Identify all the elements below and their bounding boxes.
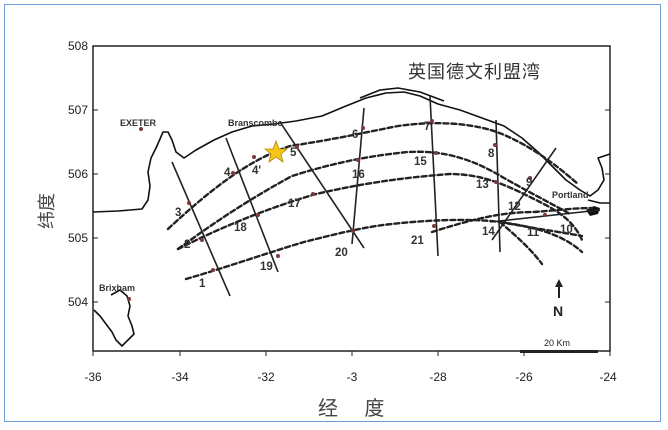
y-tick-label: 504	[67, 295, 88, 309]
line-label-16: 16	[352, 169, 365, 181]
line-label-14: 14	[482, 226, 495, 238]
scale-bar	[520, 350, 598, 353]
line-label-18: 18	[234, 222, 247, 234]
line-label-12: 12	[508, 201, 521, 213]
x-tick-label: -36	[84, 370, 102, 384]
north-arrow-icon	[555, 279, 563, 298]
line-label-2: 2	[184, 239, 190, 251]
line-label-4: 4	[224, 167, 231, 179]
y-tick-label: 506	[67, 167, 88, 181]
figure-frame	[4, 4, 661, 422]
line-label-8: 8	[488, 148, 495, 160]
line-label-7: 7	[424, 121, 430, 133]
survey-lines-dashed	[166, 122, 594, 281]
x-tick-label: -3	[346, 370, 358, 384]
survey-lines-solid	[171, 95, 601, 297]
town-branscombe: Branscombe	[228, 118, 283, 128]
x-axis-title: 经 度	[318, 396, 395, 420]
line-label-3: 3	[175, 207, 181, 219]
x-tick-label: -32	[257, 370, 275, 384]
map-title: 英国德文利盟湾	[408, 62, 541, 83]
scale-label: 20 Km	[544, 338, 570, 348]
x-tick-label: -24	[599, 370, 617, 384]
town-brixham: Brixham	[99, 283, 135, 293]
survey-line-labels: 1 2 3 4 4' 5 6 7 8 9 10 11 12 13 14 15 1…	[175, 121, 573, 290]
line-label-1: 1	[199, 278, 206, 290]
line-label-11: 11	[527, 227, 540, 239]
line-label-6: 6	[352, 129, 358, 141]
x-tick-label: -26	[515, 370, 533, 384]
line-label-21: 21	[411, 235, 424, 247]
town-exeter: EXETER	[120, 118, 157, 128]
line-label-15: 15	[414, 156, 427, 168]
y-axis-title: 纬度	[37, 193, 58, 229]
line-label-19: 19	[260, 261, 273, 273]
y-tick-label: 507	[67, 103, 88, 117]
axis-ticks	[92, 45, 611, 356]
coastline	[92, 87, 611, 347]
line-label-20: 20	[335, 247, 348, 259]
line-label-4-prime: 4'	[252, 165, 261, 177]
line-label-10: 10	[560, 224, 573, 236]
line-label-9: 9	[526, 177, 532, 189]
x-tick-label: -34	[171, 370, 189, 384]
line-label-17: 17	[288, 198, 301, 210]
star-marker-icon	[263, 139, 289, 163]
north-label: N	[553, 303, 563, 319]
line-label-5: 5	[290, 147, 297, 159]
line-label-13: 13	[476, 179, 489, 191]
station-dots	[127, 119, 547, 301]
town-portland: Portland	[552, 190, 589, 200]
x-tick-label: -28	[429, 370, 447, 384]
y-tick-label: 508	[67, 39, 88, 53]
y-tick-label: 505	[67, 231, 88, 245]
